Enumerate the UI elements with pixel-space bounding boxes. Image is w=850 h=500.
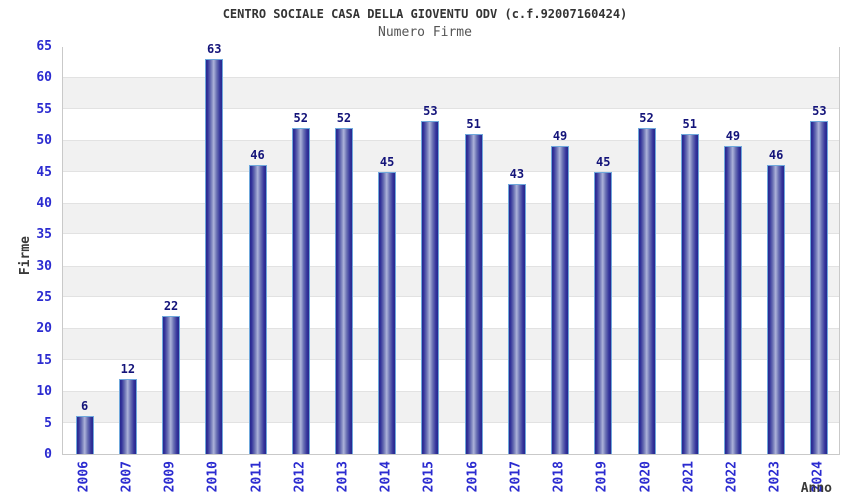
- bar-value-label: 45: [596, 154, 611, 169]
- x-tick-label: 2011: [249, 461, 264, 493]
- y-tick-label: 0: [44, 447, 52, 462]
- bar: [723, 146, 742, 454]
- bar-value-label: 12: [120, 361, 136, 376]
- y-tick-label: 15: [36, 352, 52, 368]
- y-tick-label: 25: [36, 290, 52, 306]
- x-tick-label: 2018: [551, 461, 567, 493]
- x-tick-label: 2010: [205, 461, 221, 493]
- y-tick-label: 65: [36, 39, 52, 54]
- bar: [464, 133, 483, 454]
- bar-value-label: 52: [336, 110, 352, 125]
- bar-value-label: 53: [423, 104, 438, 119]
- bar-value-label: 52: [639, 110, 654, 125]
- bar: [205, 58, 224, 454]
- bar-value-label: 63: [207, 41, 222, 56]
- x-tick-label: 2020: [638, 461, 653, 493]
- grid-band: [63, 391, 839, 423]
- y-tick-label: 50: [36, 133, 52, 149]
- bar-value-label: 49: [725, 129, 741, 144]
- y-tick-label: 35: [36, 227, 52, 243]
- y-tick-label: 30: [36, 258, 52, 274]
- y-tick-label: 60: [36, 70, 52, 86]
- x-axis-labels: 2006 2007 2009 2010 2011 2012 2013 2014 2015 2016…: [62, 455, 840, 500]
- bar: [291, 127, 310, 454]
- plot-area: 6 12 22 63 46 52 52 45 53 51 43 49 45 52 51 49 46 53: [62, 43, 840, 455]
- x-tick-label: 2015: [421, 461, 437, 493]
- grid-band: [63, 202, 839, 235]
- x-tick-label: 2016: [465, 461, 481, 493]
- grid-band: [63, 328, 839, 360]
- bar: [680, 133, 699, 454]
- bar: [421, 121, 440, 454]
- bar-value-label: 51: [682, 116, 697, 131]
- grid-band: [63, 422, 839, 454]
- x-tick-label: 2023: [767, 461, 783, 493]
- x-axis-title: Anno: [800, 481, 832, 496]
- bar: [767, 165, 786, 454]
- x-tick-label: 2019: [594, 461, 610, 493]
- y-tick-label: 45: [36, 164, 52, 180]
- bar-value-label: 51: [466, 116, 481, 131]
- bar: [637, 127, 656, 454]
- grid-band: [63, 234, 839, 266]
- bar-value-label: 46: [768, 148, 784, 163]
- bar: [551, 146, 570, 454]
- x-tick-label: 2014: [378, 461, 394, 493]
- bar: [118, 378, 137, 454]
- x-tick-label: 2022: [724, 461, 740, 493]
- bar: [594, 171, 613, 454]
- bar: [248, 165, 267, 454]
- y-tick-label: 55: [36, 101, 52, 117]
- x-tick-label: 2006: [76, 461, 92, 493]
- y-tick-label: 10: [36, 384, 52, 400]
- bar-value-label: 46: [250, 148, 265, 163]
- x-tick-label: 2009: [162, 461, 178, 493]
- x-tick-label: 2012: [292, 461, 308, 493]
- y-tick-label: 5: [44, 415, 52, 431]
- grid-band: [63, 46, 839, 78]
- bar: [378, 171, 397, 454]
- bar-value-label: 6: [80, 399, 89, 414]
- x-tick-label: 2017: [508, 461, 524, 493]
- grid-band: [63, 140, 839, 172]
- bar-value-label: 22: [163, 298, 179, 313]
- x-tick-label: 2013: [335, 461, 351, 493]
- grid-band: [63, 77, 839, 109]
- bar: [162, 315, 181, 454]
- y-tick-label: 20: [36, 321, 52, 337]
- bar-value-label: 45: [379, 154, 395, 169]
- bar: [334, 127, 353, 454]
- grid-band: [63, 297, 839, 329]
- bar: [810, 121, 829, 454]
- chart-title: CENTRO SOCIALE CASA DELLA GIOVENTU ODV (…: [222, 7, 628, 21]
- grid-band: [63, 265, 839, 298]
- bar: [75, 416, 94, 454]
- bar-value-label: 52: [293, 110, 308, 125]
- bar-value-label: 49: [552, 129, 568, 144]
- grid-band: [63, 359, 839, 392]
- y-tick-label: 40: [36, 195, 52, 211]
- bar-value-label: 43: [509, 167, 525, 182]
- grid-band: [63, 108, 839, 141]
- x-tick-label: 2007: [119, 461, 135, 493]
- bar-value-label: 53: [812, 104, 827, 119]
- bar: [507, 184, 526, 454]
- grid-band: [63, 171, 839, 203]
- x-tick-label: 2021: [681, 461, 697, 493]
- chart-subtitle: Numero Firme: [378, 25, 472, 40]
